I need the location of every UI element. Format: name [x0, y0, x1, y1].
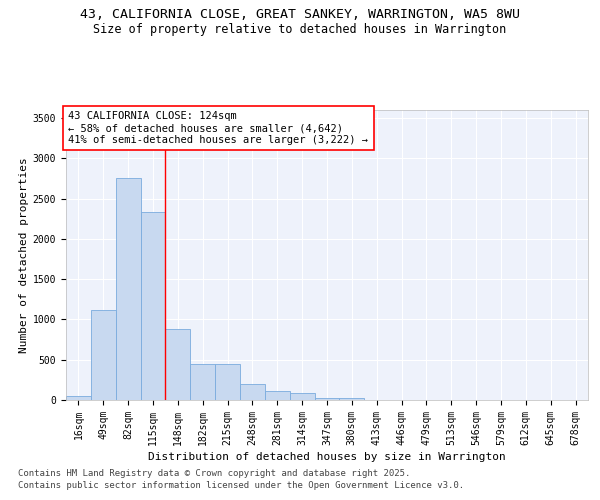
Bar: [166, 329, 190, 400]
Bar: [240, 384, 265, 400]
Bar: [66, 396, 91, 400]
Bar: [215, 364, 240, 400]
X-axis label: Distribution of detached houses by size in Warrington: Distribution of detached houses by size …: [148, 452, 506, 462]
Bar: [190, 364, 215, 400]
Text: Size of property relative to detached houses in Warrington: Size of property relative to detached ho…: [94, 22, 506, 36]
Y-axis label: Number of detached properties: Number of detached properties: [19, 157, 29, 353]
Bar: [91, 310, 116, 400]
Text: 43, CALIFORNIA CLOSE, GREAT SANKEY, WARRINGTON, WA5 8WU: 43, CALIFORNIA CLOSE, GREAT SANKEY, WARR…: [80, 8, 520, 20]
Bar: [314, 398, 340, 400]
Text: Contains HM Land Registry data © Crown copyright and database right 2025.: Contains HM Land Registry data © Crown c…: [18, 469, 410, 478]
Bar: [265, 391, 290, 400]
Bar: [290, 393, 314, 400]
Bar: [340, 398, 364, 400]
Text: 43 CALIFORNIA CLOSE: 124sqm
← 58% of detached houses are smaller (4,642)
41% of : 43 CALIFORNIA CLOSE: 124sqm ← 58% of det…: [68, 112, 368, 144]
Bar: [116, 178, 140, 400]
Text: Contains public sector information licensed under the Open Government Licence v3: Contains public sector information licen…: [18, 481, 464, 490]
Bar: [140, 212, 166, 400]
